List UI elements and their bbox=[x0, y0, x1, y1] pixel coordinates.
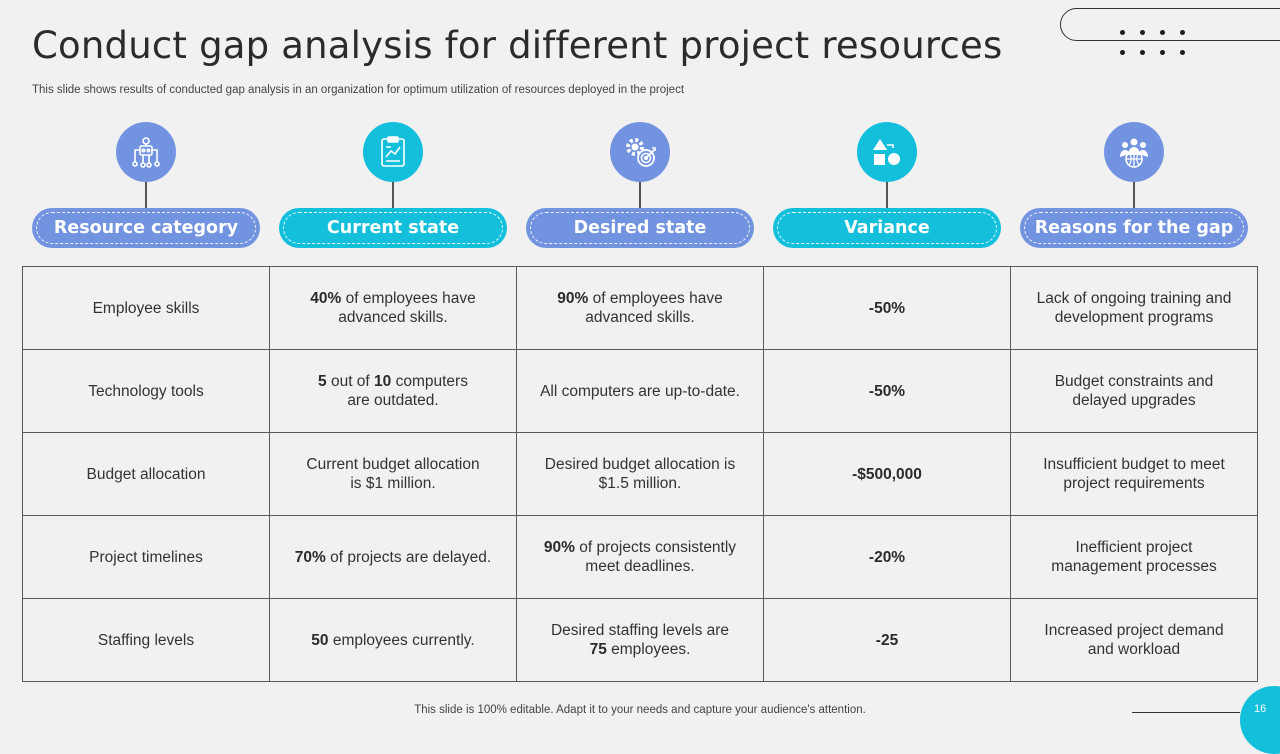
connector-line bbox=[145, 182, 147, 208]
cell-variance: -50% bbox=[763, 349, 1011, 433]
header-pill: Resource category bbox=[32, 208, 260, 248]
column-header-variance: Variance bbox=[773, 122, 1001, 250]
cell-reason: Increased project demand and workload bbox=[1010, 598, 1258, 682]
cell-reason: Insufficient budget to meet project requi… bbox=[1010, 432, 1258, 516]
cell-category: Technology tools bbox=[22, 349, 270, 433]
header-pill: Current state bbox=[279, 208, 507, 248]
page-number-badge: 16 bbox=[1240, 686, 1280, 754]
cell-variance: -20% bbox=[763, 515, 1011, 599]
header-pill: Desired state bbox=[526, 208, 754, 248]
cell-desired: All computers are up-to-date. bbox=[516, 349, 764, 433]
cell-current: 5 out of 10 computers are outdated. bbox=[269, 349, 517, 433]
connector-line bbox=[392, 182, 394, 208]
cell-desired: Desired staffing levels are 75 employees. bbox=[516, 598, 764, 682]
header-label: Resource category bbox=[53, 218, 239, 238]
cell-category: Staffing levels bbox=[22, 598, 270, 682]
column-header-resource-category: Resource category bbox=[32, 122, 260, 250]
cell-variance: -50% bbox=[763, 266, 1011, 350]
cell-category: Budget allocation bbox=[22, 432, 270, 516]
column-header-current-state: Current state bbox=[279, 122, 507, 250]
gear-target-icon bbox=[610, 122, 670, 182]
table-row: Staffing levels 50 employees currently. … bbox=[22, 598, 1258, 682]
column-header-desired-state: Desired state bbox=[526, 122, 754, 250]
connector-line bbox=[1133, 182, 1135, 208]
header-label: Desired state bbox=[573, 218, 707, 238]
connector-line bbox=[639, 182, 641, 208]
gap-analysis-table: Employee skills 40% of employees have adv… bbox=[22, 266, 1258, 682]
cell-desired: 90% of employees have advanced skills. bbox=[516, 266, 764, 350]
cell-current: 70% of projects are delayed. bbox=[269, 515, 517, 599]
cell-category: Project timelines bbox=[22, 515, 270, 599]
cell-reason: Lack of ongoing training and development … bbox=[1010, 266, 1258, 350]
header-label: Variance bbox=[844, 218, 930, 238]
cell-variance: -$500,000 bbox=[763, 432, 1011, 516]
header-label: Reasons for the gap bbox=[1034, 218, 1234, 238]
column-header-reasons: Reasons for the gap bbox=[1020, 122, 1248, 250]
slide-subtitle: This slide shows results of conducted ga… bbox=[32, 84, 685, 96]
cell-variance: -25 bbox=[763, 598, 1011, 682]
cell-current: 40% of employees have advanced skills. bbox=[269, 266, 517, 350]
decorative-pill-outline bbox=[1060, 8, 1280, 41]
cell-reason: Inefficient project management processes bbox=[1010, 515, 1258, 599]
cell-desired: 90% of projects consistently meet deadlin… bbox=[516, 515, 764, 599]
header-pill: Variance bbox=[773, 208, 1001, 248]
connector-line bbox=[886, 182, 888, 208]
cell-category: Employee skills bbox=[22, 266, 270, 350]
table-row: Project timelines 70% of projects are de… bbox=[22, 515, 1258, 599]
slide-title: Conduct gap analysis for different proje… bbox=[32, 24, 1003, 67]
cell-reason: Budget constraints and delayed upgrades bbox=[1010, 349, 1258, 433]
header-pill: Reasons for the gap bbox=[1020, 208, 1248, 248]
table-row: Budget allocation Current budget allocat… bbox=[22, 432, 1258, 516]
header-label: Current state bbox=[326, 218, 460, 238]
cell-current: 50 employees currently. bbox=[269, 598, 517, 682]
cell-desired: Desired budget allocation is $1.5 million… bbox=[516, 432, 764, 516]
team-globe-icon bbox=[1104, 122, 1164, 182]
footer-note: This slide is 100% editable. Adapt it to… bbox=[414, 704, 866, 716]
cell-current: Current budget allocation is $1 million. bbox=[269, 432, 517, 516]
shapes-icon bbox=[857, 122, 917, 182]
page-number: 16 bbox=[1254, 703, 1267, 715]
report-chart-icon bbox=[363, 122, 423, 182]
footer-divider bbox=[1132, 712, 1240, 713]
table-row: Employee skills 40% of employees have adv… bbox=[22, 266, 1258, 350]
resource-network-icon bbox=[116, 122, 176, 182]
table-row: Technology tools 5 out of 10 computers ar… bbox=[22, 349, 1258, 433]
